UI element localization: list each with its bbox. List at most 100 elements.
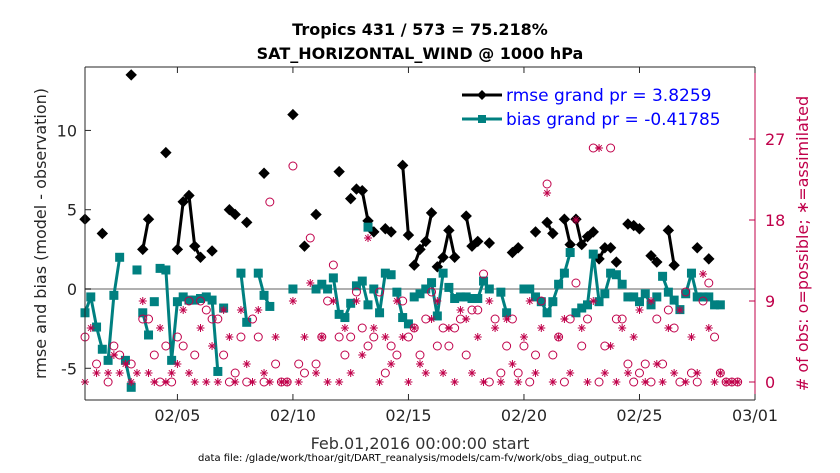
assimilated-count-point [577, 324, 586, 332]
rmse-point [177, 196, 189, 208]
rmse-line [412, 212, 434, 266]
assimilated-count-point [439, 369, 448, 377]
bias-point [686, 268, 696, 278]
assimilated-count-point [496, 378, 505, 386]
assimilated-count-point [641, 378, 650, 386]
y-tick-label-right: 18 [765, 211, 785, 230]
bias-point [138, 308, 148, 318]
assimilated-count-point [502, 315, 511, 323]
possible-count-point [196, 296, 206, 306]
bias-point [634, 297, 644, 307]
chart-title-line1: Tropics 431 / 573 = 75.218% [292, 20, 548, 39]
bias-point [704, 292, 714, 302]
assimilated-count-point [612, 378, 621, 386]
possible-count-point [109, 341, 119, 351]
possible-count-point [253, 332, 263, 342]
y-tick-label-left: 10 [57, 121, 77, 140]
bias-point [167, 355, 177, 365]
rmse-point [189, 240, 201, 252]
possible-count-point [490, 314, 500, 324]
possible-count-point [392, 350, 402, 360]
bias-point [363, 222, 373, 232]
possible-count-point [629, 377, 639, 387]
assimilated-count-point [398, 333, 407, 341]
assimilated-count-point [733, 378, 742, 386]
assimilated-count-point [115, 369, 124, 377]
rmse-point [344, 192, 357, 205]
assimilated-count-point [595, 144, 604, 152]
assimilated-count-point [381, 333, 390, 341]
bias-point [542, 308, 552, 318]
bias-point [583, 300, 592, 310]
x-tick-label: 02/05 [154, 406, 200, 425]
rmse-point [448, 251, 461, 263]
possible-count-point [606, 143, 616, 153]
bias-point [149, 297, 159, 307]
rmse-point [183, 189, 195, 202]
bias-point [444, 282, 454, 292]
assimilated-count-point [283, 378, 292, 386]
possible-count-point [479, 269, 489, 279]
assimilated-count-point [548, 378, 557, 386]
assimilated-count-point [537, 324, 546, 332]
possible-count-point [219, 350, 229, 360]
x-tick-label: 02/25 [616, 406, 662, 425]
assimilated-count-point [664, 324, 673, 332]
assimilated-count-point [346, 369, 355, 377]
x-axis-label: Feb.01,2016 00:00:00 start [310, 434, 530, 453]
assimilated-count-point [699, 270, 708, 278]
assimilated-count-point [260, 369, 269, 377]
bias-point [115, 252, 125, 262]
possible-count-point [328, 260, 338, 270]
possible-count-point [138, 314, 148, 324]
assimilated-count-point [635, 306, 644, 314]
rmse-point [402, 229, 415, 241]
bias-point [432, 311, 442, 321]
assimilated-count-point [236, 306, 245, 314]
assimilated-count-point [623, 369, 632, 377]
possible-count-point [594, 377, 604, 387]
possible-count-point [340, 350, 350, 360]
bias-line [83, 295, 104, 350]
assimilated-count-point [190, 378, 199, 386]
assimilated-count-point [225, 333, 234, 341]
assimilated-count-point [716, 369, 725, 377]
legend-rmse-marker [477, 90, 487, 100]
possible-count-point [288, 161, 298, 171]
assimilated-count-point [277, 378, 286, 386]
bias-point [369, 284, 379, 294]
possible-count-point [144, 314, 154, 324]
assimilated-count-point [675, 306, 684, 314]
assimilated-count-point [387, 360, 396, 368]
rmse-point [258, 167, 270, 179]
rmse-point [437, 251, 449, 263]
assimilated-count-point [340, 324, 349, 332]
rmse-point [547, 227, 559, 240]
assimilated-count-point [722, 378, 731, 386]
possible-count-point [161, 341, 171, 351]
bias-point [207, 295, 217, 305]
assimilated-count-point [456, 306, 465, 314]
possible-count-point [461, 350, 471, 360]
assimilated-count-point [416, 360, 424, 368]
assimilated-count-point [450, 378, 459, 386]
bias-point [565, 248, 575, 258]
possible-count-point [236, 332, 246, 342]
possible-count-point [531, 350, 541, 360]
assimilated-count-point [421, 369, 430, 377]
bias-point [479, 276, 489, 286]
rmse-point [287, 108, 299, 121]
possible-count-point [502, 341, 512, 351]
rmse-point [333, 165, 345, 178]
rmse-point [529, 226, 542, 238]
assimilated-count-point [658, 378, 667, 386]
rmse-point [379, 223, 392, 235]
possible-count-point [271, 359, 281, 369]
bias-point [525, 284, 535, 294]
rmse-point [142, 213, 155, 225]
assimilated-count-point [647, 297, 656, 305]
y-tick-label-left: -5 [61, 359, 77, 378]
bias-point [340, 313, 350, 323]
rmse-point [298, 240, 311, 252]
rmse-point [223, 204, 236, 216]
